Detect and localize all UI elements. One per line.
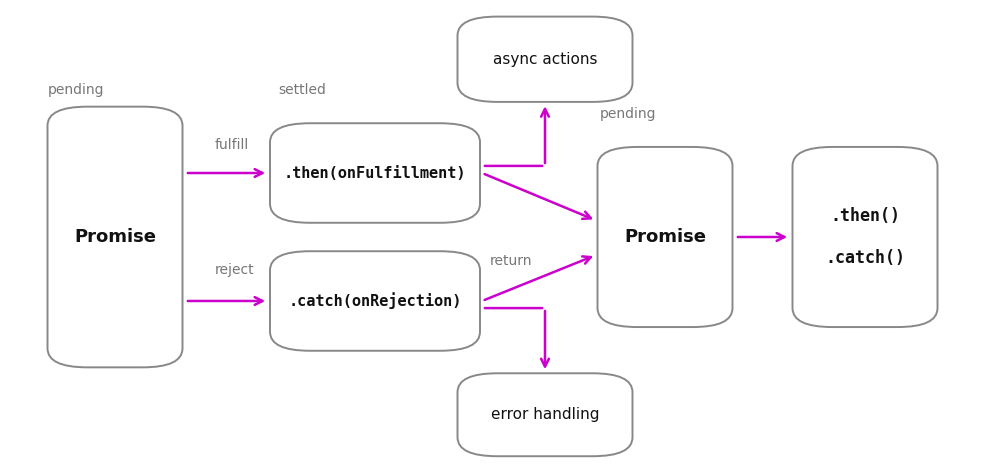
Text: .then()

.catch(): .then() .catch()	[825, 207, 905, 267]
Text: pending: pending	[600, 107, 656, 121]
Text: pending: pending	[48, 83, 104, 97]
Text: reject: reject	[215, 263, 255, 277]
Text: error handling: error handling	[491, 407, 599, 422]
FancyBboxPatch shape	[598, 147, 732, 327]
Text: Promise: Promise	[624, 228, 706, 246]
Text: Promise: Promise	[74, 228, 156, 246]
Text: settled: settled	[278, 83, 326, 97]
Text: .then(onFulfillment): .then(onFulfillment)	[284, 165, 466, 181]
FancyBboxPatch shape	[458, 374, 633, 456]
Text: .catch(onRejection): .catch(onRejection)	[288, 292, 462, 310]
Text: fulfill: fulfill	[215, 137, 249, 152]
FancyBboxPatch shape	[792, 147, 938, 327]
Text: async actions: async actions	[493, 52, 597, 67]
Text: return: return	[490, 254, 532, 268]
FancyBboxPatch shape	[458, 17, 633, 102]
FancyBboxPatch shape	[270, 123, 480, 223]
FancyBboxPatch shape	[270, 251, 480, 351]
FancyBboxPatch shape	[48, 107, 182, 367]
